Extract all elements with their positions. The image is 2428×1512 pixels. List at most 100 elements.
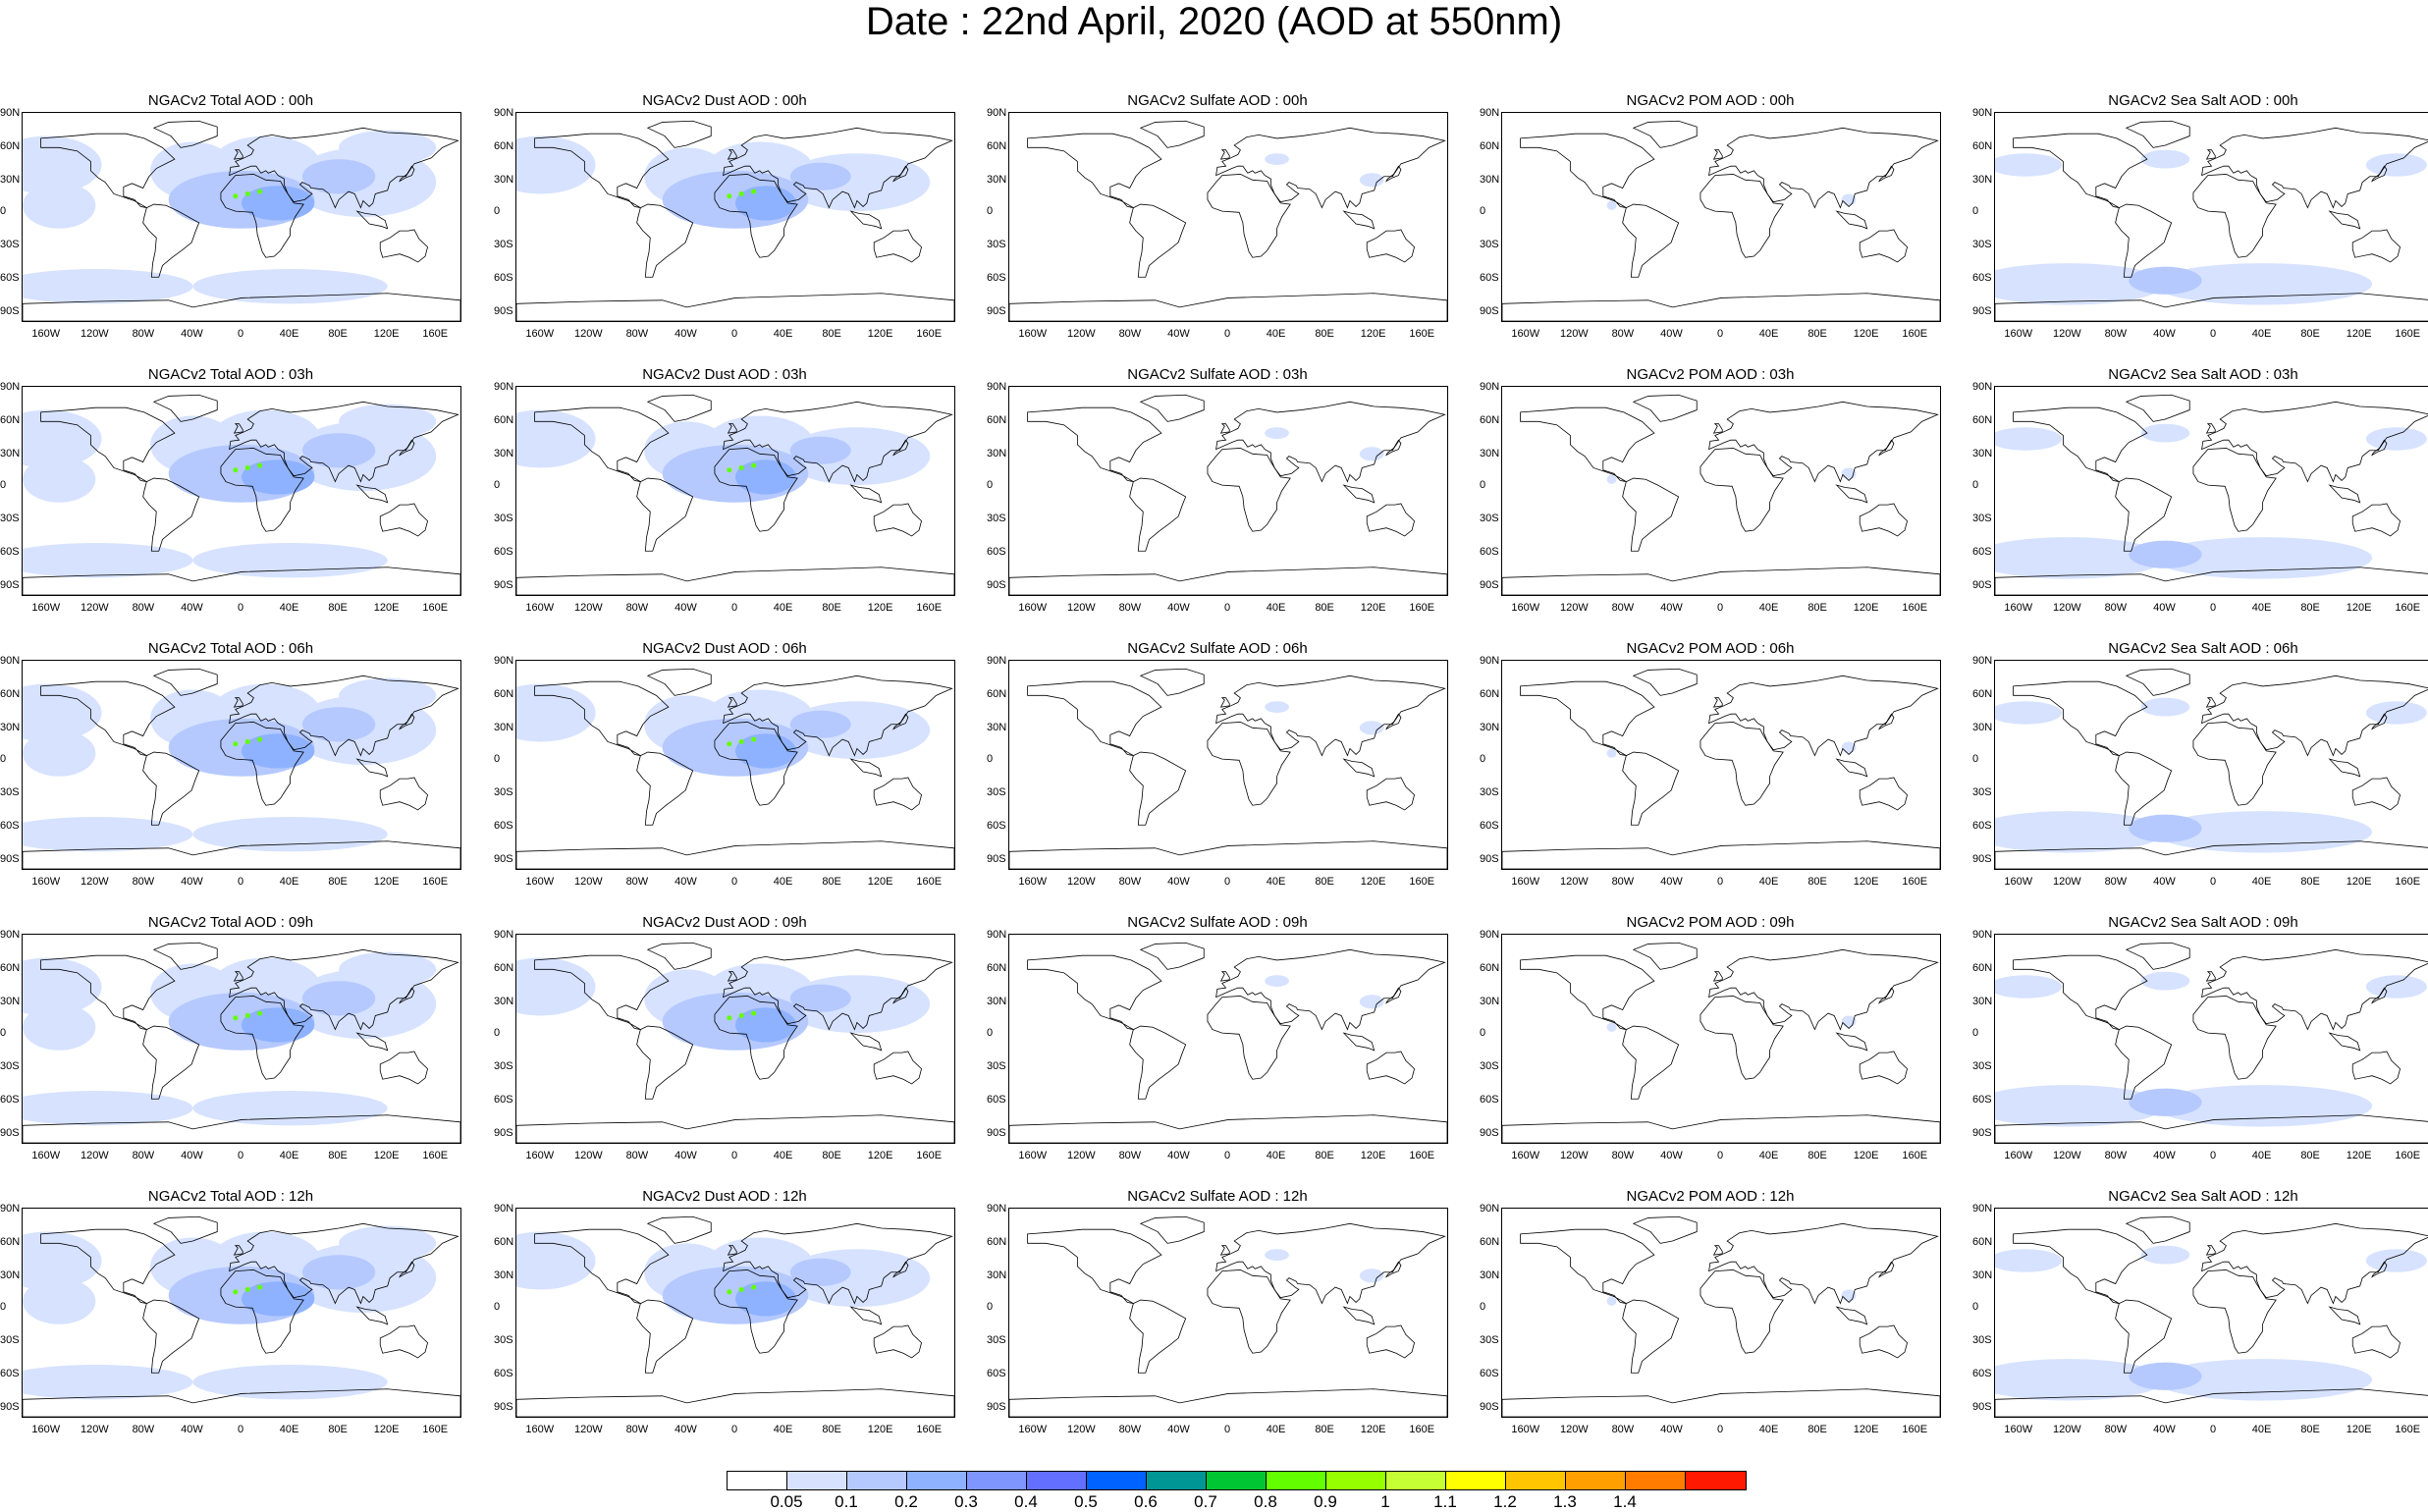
coastline [873, 777, 922, 811]
map-panel-total-1: NGACv2 Total AOD : 03h 90N 60N 30N 0 30S 60S 90… [0, 366, 461, 621]
lon-tick-label: 120W [80, 602, 109, 614]
coastline [636, 203, 694, 278]
lon-tick-label: 0 [1716, 602, 1724, 614]
colorbar-swatch [787, 1472, 847, 1489]
panel-title: NGACv2 Total AOD : 06h [147, 640, 314, 657]
coastline [1708, 948, 1939, 1031]
lat-tick-label: 30S [1972, 786, 1992, 798]
coastline [220, 722, 304, 806]
lon-tick-label: 0 [237, 328, 244, 340]
aod-peak [727, 741, 732, 747]
coastline [636, 1025, 694, 1100]
coastline [892, 165, 909, 183]
coastline [727, 697, 737, 708]
lon-tick-label: 80W [1611, 1424, 1635, 1435]
lon-tick-label: 120E [1360, 1150, 1386, 1161]
lat-tick-label: 60S [0, 820, 20, 832]
lat-tick-label: 30N [1480, 448, 1500, 459]
aod-patch [23, 1277, 96, 1324]
lat-tick-label: 90N [494, 381, 514, 393]
coastline [534, 954, 670, 1030]
lat-tick-label: 60N [1480, 688, 1500, 700]
lon-tick-label: 120E [373, 1424, 400, 1435]
coastline [2351, 229, 2401, 263]
colorbar-swatch [847, 1472, 907, 1489]
coastline [1207, 1269, 1291, 1354]
coastline [516, 1388, 954, 1417]
colorbar-swatch [967, 1472, 1027, 1489]
coastline [2125, 1215, 2190, 1244]
colorbar-label: 0.5 [1074, 1492, 1098, 1511]
lat-tick-label: 60N [494, 688, 514, 700]
coastline [1385, 987, 1402, 1004]
coastline [2115, 477, 2173, 552]
coastline [2192, 174, 2277, 258]
lon-tick-label: 80E [822, 328, 841, 340]
lon-tick-label: 80E [2300, 1424, 2320, 1435]
aod-patch [241, 186, 315, 221]
lat-tick-label: 30N [0, 722, 21, 733]
coastline [1835, 1032, 1868, 1052]
lat-tick-label: 90S [1480, 305, 1499, 317]
coastline [2328, 210, 2361, 230]
coastline [2013, 680, 2148, 756]
lat-tick-label: 90S [1480, 853, 1499, 865]
lat-tick-label: 30S [0, 239, 20, 250]
aod-peak [244, 464, 250, 470]
aod-patch [1606, 748, 1617, 758]
lon-tick-label: 40E [773, 602, 793, 614]
aod-patch [1995, 153, 2063, 177]
coastline [1700, 996, 1784, 1080]
aod-patch [339, 951, 437, 987]
lon-tick-label: 120W [1066, 876, 1096, 888]
lat-tick-label: 30S [0, 513, 20, 524]
lon-tick-label: 0 [2209, 328, 2217, 340]
aod-patch [735, 459, 796, 495]
coastline [1622, 203, 1680, 278]
lat-tick-label: 30S [987, 239, 1006, 250]
aod-patch [23, 1003, 96, 1051]
coastline [1342, 484, 1376, 504]
aod-peak [233, 1015, 239, 1021]
lat-tick-label: 90N [494, 655, 514, 667]
lon-tick-label: 120E [373, 876, 400, 888]
lat-tick-label: 30S [0, 1334, 20, 1346]
lat-tick-label: 30S [1972, 513, 1992, 524]
coastline [2201, 675, 2428, 757]
panel-title: NGACv2 Dust AOD : 06h [642, 640, 807, 657]
lat-tick-label: 30S [987, 513, 1006, 524]
lat-tick-label: 90S [1480, 1127, 1499, 1139]
coastline [714, 996, 798, 1080]
map-panel-pom-3: NGACv2 POM AOD : 09h 90N 60N 30N 0 30S 60S 90S 1… [1480, 914, 1941, 1169]
aod-patch [1359, 995, 1384, 1009]
colorbar-swatch [1506, 1472, 1566, 1489]
colorbar-swatch [1087, 1472, 1147, 1489]
aod-patch [192, 543, 388, 578]
lon-tick-label: 160E [422, 602, 449, 614]
lon-tick-label: 40W [1167, 328, 1190, 340]
coastline [873, 1051, 922, 1085]
lon-tick-label: 40E [279, 1150, 299, 1161]
lon-tick-label: 40E [1266, 602, 1286, 614]
map-panel-seasalt-3: NGACv2 Sea Salt AOD : 09h 90N 60N 30N 0 30S 60… [1972, 914, 2428, 1169]
lat-tick-label: 0 [1480, 1027, 1486, 1039]
lon-tick-label: 120W [1066, 1150, 1096, 1161]
lat-tick-label: 60N [987, 962, 1007, 974]
lon-tick-label: 160E [916, 328, 943, 340]
aod-patch [1995, 263, 2166, 305]
map-canvas [1995, 942, 2428, 1143]
lat-tick-label: 60S [987, 272, 1006, 284]
aod-peak [738, 1286, 744, 1292]
lon-tick-label: 40E [1758, 1424, 1779, 1435]
lat-tick-label: 60N [1480, 140, 1500, 152]
aod-patch [1995, 1085, 2166, 1127]
lon-tick-label: 80W [1611, 1150, 1635, 1161]
colorbar-swatch [1566, 1472, 1626, 1489]
coastline [516, 1114, 954, 1143]
coastline [229, 675, 459, 757]
world-map [515, 934, 955, 1144]
lon-tick-label: 80W [2104, 876, 2128, 888]
aod-peak [233, 467, 239, 473]
aod-patch [2129, 1362, 2202, 1390]
coastline [714, 448, 798, 532]
